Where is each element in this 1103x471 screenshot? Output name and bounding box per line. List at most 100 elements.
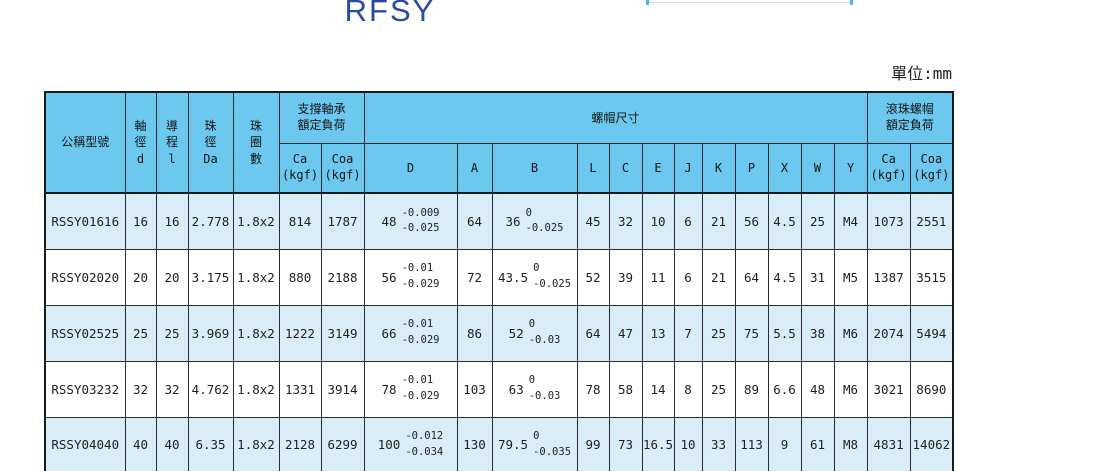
header-ball-dia-symbol: Da [203,151,218,166]
header-ca-support: Ca (kgf) [278,143,322,194]
unit-label: 單位:mm [891,64,952,83]
tolerance-upper: 0 [525,206,532,219]
cell-B-tolerance: 0 -0.03 [529,317,561,349]
header-dim-K: K [701,143,736,194]
cell-d: 20 [124,248,157,306]
cell-B-value: 36 [505,213,521,229]
cell-model: RSSY01616 [44,192,126,250]
table-row: RSSY01616 16 16 2.778 1.8x2 814 1787 48 -0.009 -0… [44,192,954,250]
cell-model: RSSY03232 [44,360,126,418]
cell-L: 52 [576,248,610,306]
cell-J: 6 [673,192,703,250]
tolerance-lower: -0.025 [533,278,572,290]
table-row: RSSY02525 25 25 3.969 1.8x2 1222 3149 66 -0.01 -0… [44,304,954,362]
header-dim-X: X [767,143,802,194]
header-circuits-char: 圈 [249,135,262,150]
cell-da: 4.762 [187,360,234,418]
cell-lead: 32 [155,360,189,418]
cell-X: 5.5 [767,304,802,362]
cell-K: 25 [701,360,736,418]
header-lead: 導 程 l [155,91,189,194]
cell-B-value: 43.5 [497,269,529,285]
tolerance-upper: 0 [533,262,540,275]
cell-model: RSSY04040 [44,416,126,471]
cell-D-value: 48 [381,213,397,229]
cell-ca1: 1331 [278,360,322,418]
cell-D: 66 -0.01 -0.029 [363,304,458,362]
table-row: RSSY03232 32 32 4.762 1.8x2 1331 3914 78 -0.01 -0… [44,360,954,418]
page-title: RFSY [344,0,436,28]
cell-B: 36 0 -0.025 [491,192,578,250]
cell-L: 64 [576,304,610,362]
cell-D-tolerance: -0.009 -0.025 [402,206,440,238]
cell-E: 13 [641,304,675,362]
header-dim-Y: Y [833,143,868,194]
cell-circuits: 1.8x2 [232,360,280,418]
cell-Y: M4 [833,192,868,250]
cell-ca2: 2074 [866,304,911,362]
cell-X: 6.6 [767,360,802,418]
cell-X: 4.5 [767,192,802,250]
cell-P: 64 [734,248,769,306]
cell-d: 25 [124,304,157,362]
header-ca-label: Ca [881,152,896,167]
cell-coa1: 3914 [320,360,365,418]
cell-model: RSSY02020 [44,248,126,306]
cell-Y: M5 [833,248,868,306]
cell-A: 103 [456,360,493,418]
cell-coa1: 6299 [320,416,365,471]
cell-E: 14 [641,360,675,418]
cell-coa2: 2551 [909,192,954,250]
cell-ca1: 880 [278,248,322,306]
cell-C: 32 [608,192,643,250]
header-model: 公稱型號 [44,91,126,194]
table-row: RSSY02020 20 20 3.175 1.8x2 880 2188 56 -0.01 -0.… [44,248,954,306]
header-support-bearing-load: 支撐軸承 額定負荷 [278,91,365,144]
header-dim-E: E [641,143,675,194]
header-coa-label: Coa [920,152,943,167]
cell-E: 11 [641,248,675,306]
tolerance-upper: 0 [528,374,536,387]
header-shaft-dia-char: 徑 [134,135,147,150]
header-ball-nut-load-line1: 滾珠螺帽 [885,102,934,117]
cell-lead: 16 [155,192,189,250]
cell-B-value: 52 [508,325,524,341]
header-kgf-label: (kgf) [870,168,907,182]
cell-da: 3.175 [187,248,234,306]
cell-A: 130 [456,416,493,471]
cell-ca1: 814 [278,192,322,250]
cell-coa1: 1787 [320,192,365,250]
header-ball-dia-char: 珠 [204,119,217,134]
dimension-line [649,2,850,3]
cell-L: 45 [576,192,610,250]
cell-B-value: 79.5 [497,437,529,453]
cell-D: 78 -0.01 -0.029 [363,360,458,418]
table-row: RSSY04040 40 40 6.35 1.8x2 2128 6299 100 -0.012-… [44,416,954,471]
cell-C: 47 [608,304,643,362]
tolerance-lower: -0.034 [405,445,444,458]
cell-P: 56 [734,192,769,250]
cell-D: 56 -0.01 -0.029 [363,248,458,306]
dimension-line-remnant [646,0,853,5]
cell-B-tolerance: 0 -0.025 [526,206,564,238]
cell-lead: 40 [155,416,189,471]
cell-X: 9 [767,416,802,471]
cell-W: 31 [800,248,835,306]
header-ca-label: Ca [292,152,308,167]
header-coa-label: Coa [331,152,354,167]
cell-L: 78 [576,360,610,418]
cell-d: 32 [124,360,157,418]
cell-D-value: 100 [377,437,401,453]
cell-A: 64 [456,192,493,250]
cell-ca2: 3021 [866,360,911,418]
cell-Y: M6 [833,304,868,362]
cell-d: 40 [124,416,157,471]
cell-circuits: 1.8x2 [232,304,280,362]
header-coa-support: Coa (kgf) [320,143,365,194]
header-dim-C: C [608,143,643,194]
cell-coa2: 5494 [909,304,954,362]
header-kgf-label: (kgf) [913,168,950,182]
header-dim-L: L [576,143,610,194]
cell-coa1: 2188 [320,248,365,306]
cell-W: 25 [800,192,835,250]
